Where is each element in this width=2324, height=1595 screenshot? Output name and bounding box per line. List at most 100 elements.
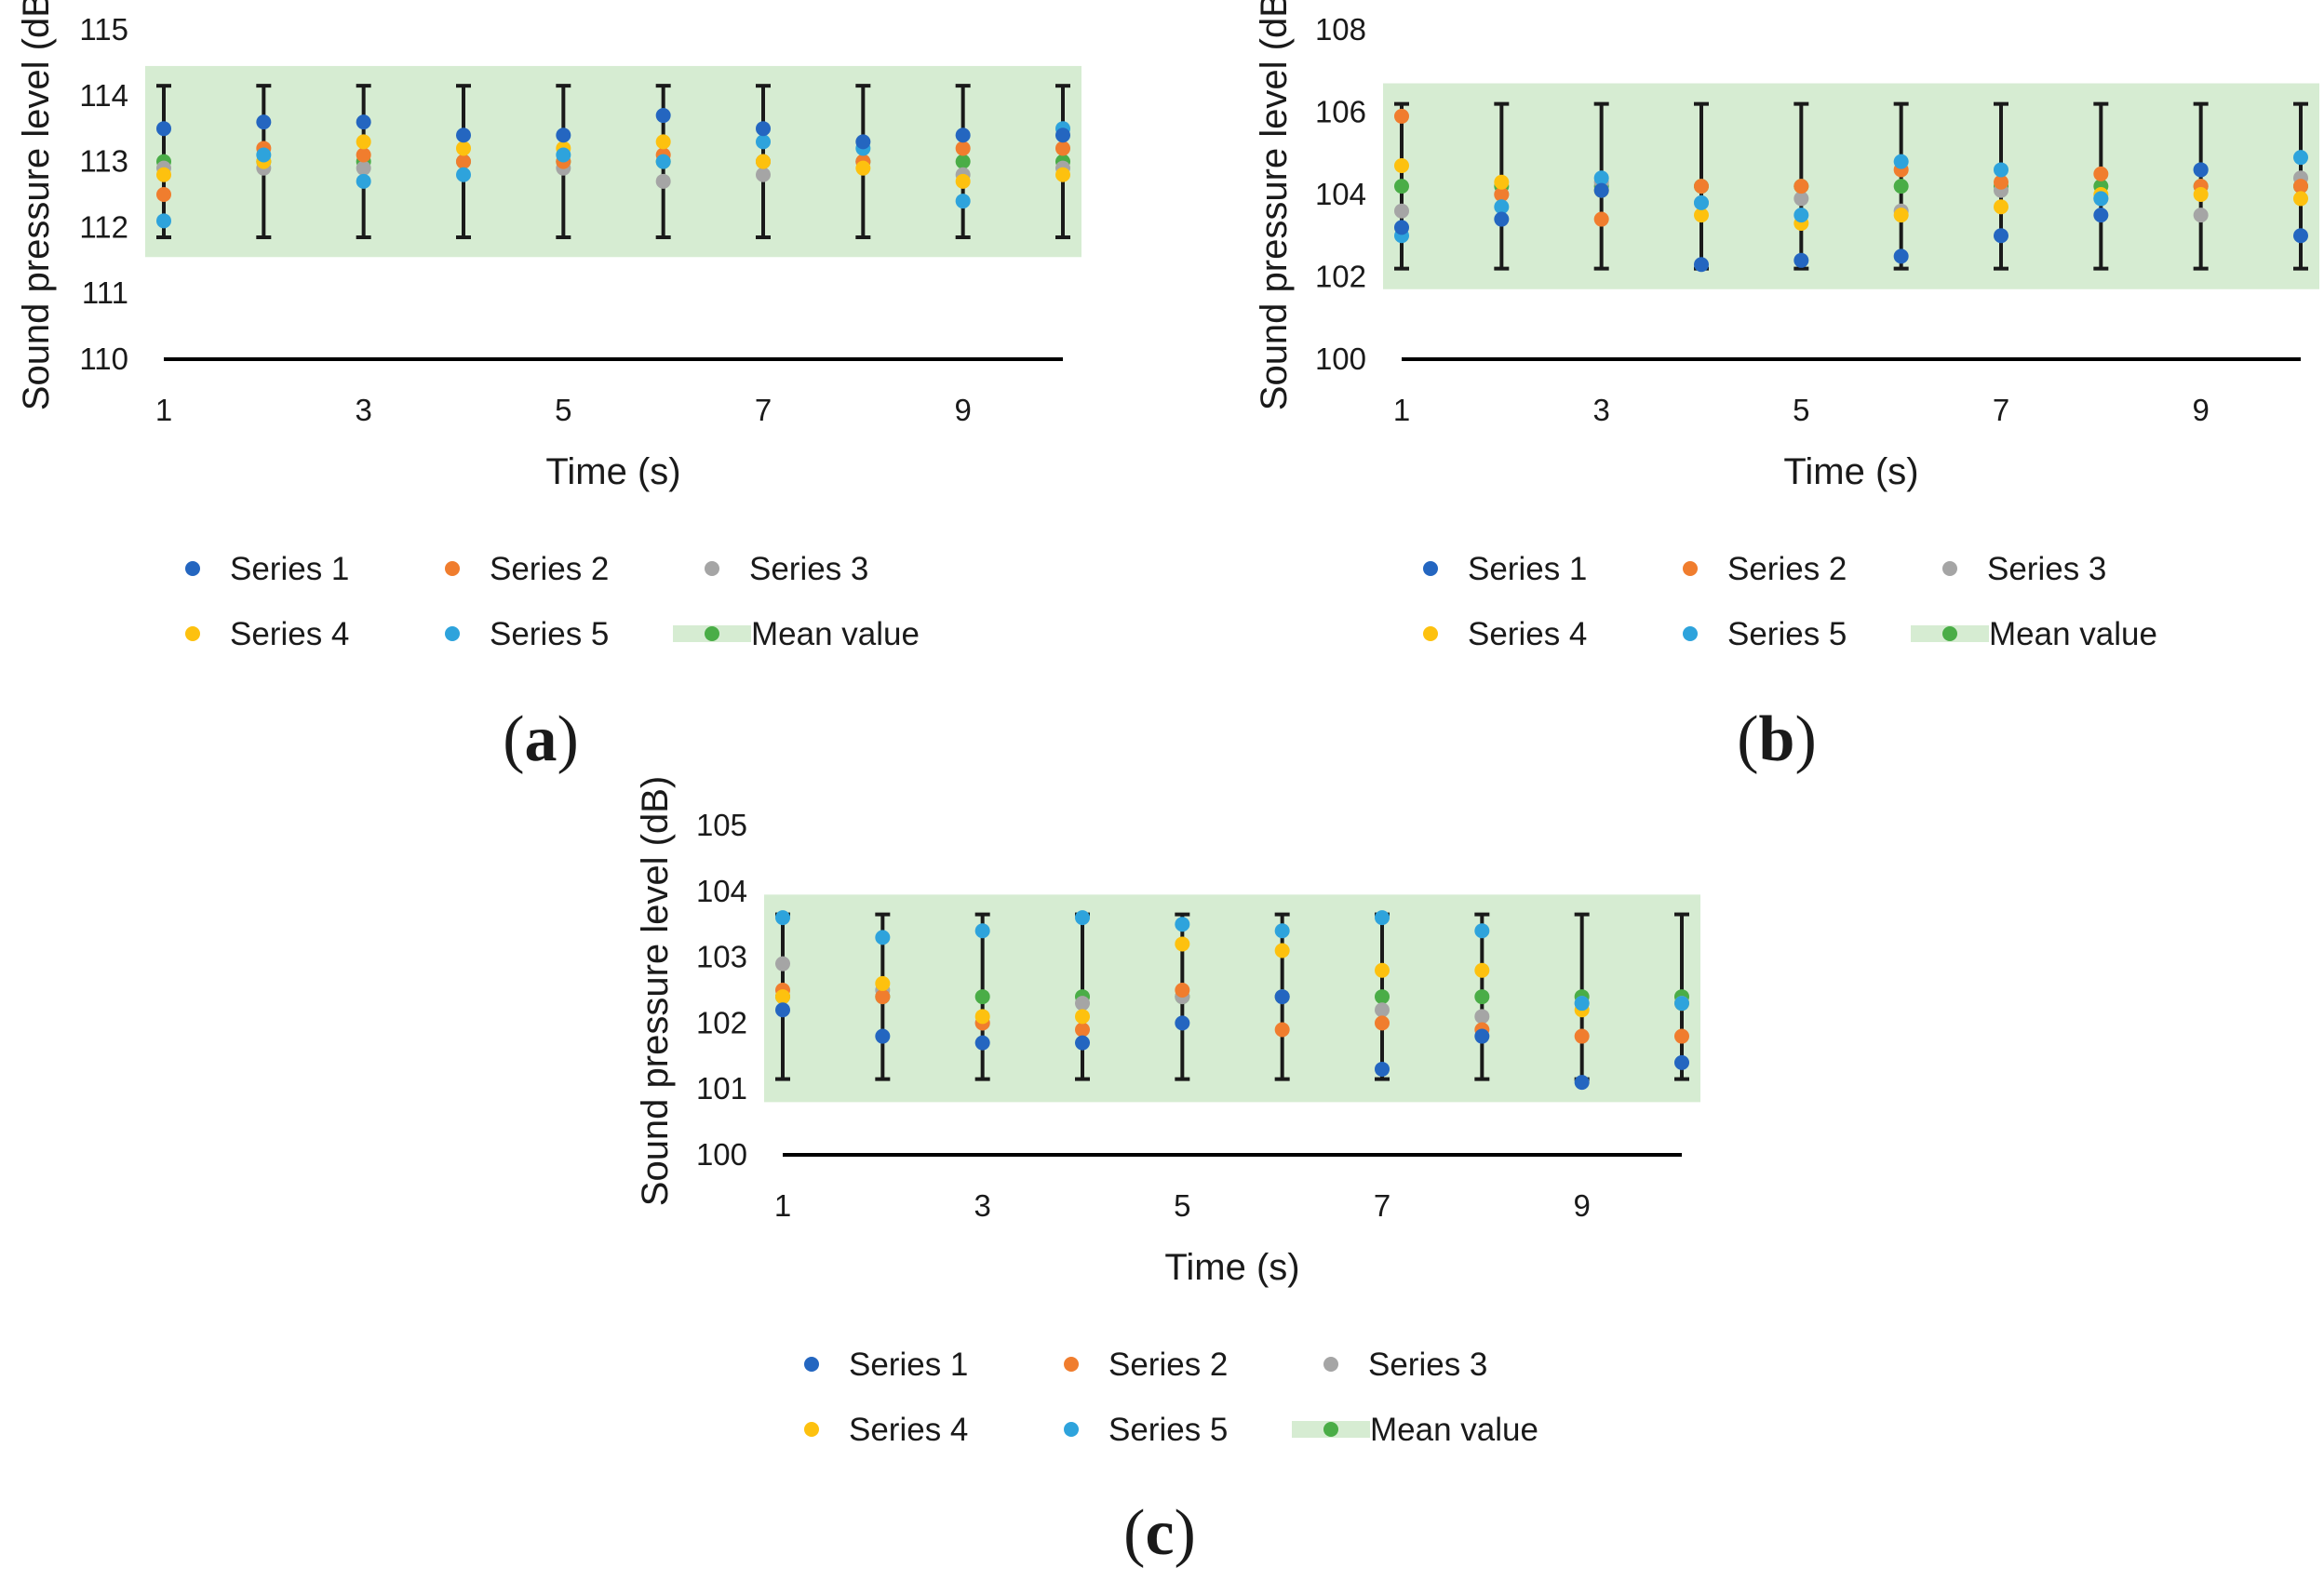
panel-letter: c (1145, 1497, 1174, 1569)
x-tick-label: 1 (155, 393, 172, 427)
point-mean-value (1394, 179, 1409, 194)
point-series-1 (1574, 1075, 1590, 1091)
point-series-5 (655, 154, 671, 169)
point-series-2 (456, 154, 471, 169)
point-series-4 (456, 141, 471, 156)
x-tick-label: 3 (1592, 393, 1609, 427)
legend-label-series-3: Series 3 (1368, 1347, 1487, 1383)
point-series-2 (1574, 1028, 1590, 1044)
point-series-5 (1375, 910, 1390, 926)
point-series-3 (1474, 1009, 1490, 1025)
point-series-2 (156, 187, 171, 202)
x-axis-title: Time (s) (1783, 451, 1918, 492)
y-axis-title: Sound pressure level (dB) (16, 0, 57, 410)
panel-letter: a (525, 704, 557, 775)
point-series-4 (1494, 174, 1510, 190)
panel-a: 110 111 112 113 114 115 1 3 5 7 9 Time (s) Sound … (16, 0, 1081, 775)
point-series-4 (756, 154, 771, 169)
x-tick-label: 3 (974, 1188, 990, 1223)
legend-marker-series-2 (1683, 561, 1698, 576)
legend-label-series-4: Series 4 (230, 616, 349, 652)
point-series-3 (1075, 996, 1090, 1012)
point-series-5 (775, 910, 790, 926)
legend-marker-series-2 (445, 561, 460, 576)
point-series-4 (1694, 208, 1709, 223)
point-series-1 (1394, 220, 1409, 235)
y-tick-label: 104 (1315, 177, 1366, 211)
point-series-5 (1694, 194, 1709, 210)
point-series-5 (1474, 923, 1490, 939)
legend-marker-series-4 (185, 626, 200, 641)
legend-marker-series-1 (804, 1357, 819, 1372)
panel-caption: (c) (1123, 1497, 1196, 1569)
y-tick-label: 112 (79, 209, 128, 244)
point-series-4 (855, 160, 871, 176)
point-mean-value (1474, 989, 1490, 1005)
point-series-5 (1893, 154, 1909, 169)
point-series-2 (1674, 1028, 1689, 1044)
point-series-1 (875, 1028, 891, 1044)
y-axis-title: Sound pressure level (dB) (635, 776, 676, 1206)
point-series-5 (2093, 191, 2109, 207)
point-series-1 (156, 121, 171, 137)
point-series-1 (1274, 989, 1290, 1005)
legend-label-series-1: Series 1 (1468, 551, 1587, 587)
point-series-1 (2293, 228, 2308, 244)
point-series-2 (1593, 211, 1609, 227)
x-tick-label: 1 (774, 1188, 791, 1223)
point-series-2 (2093, 166, 2109, 181)
point-series-4 (775, 989, 790, 1005)
point-series-2 (1694, 179, 1709, 194)
y-tick-label: 104 (696, 874, 747, 908)
point-series-1 (974, 1035, 990, 1051)
point-series-5 (1574, 996, 1590, 1012)
point-series-5 (356, 173, 371, 189)
x-tick-label: 7 (1374, 1188, 1390, 1223)
point-series-3 (356, 160, 371, 176)
point-series-1 (855, 134, 871, 150)
range-band (1383, 83, 2319, 289)
range-band (764, 894, 1700, 1103)
legend-label-series-2: Series 2 (1727, 551, 1847, 587)
legend-marker-series-4 (804, 1422, 819, 1437)
point-series-4 (1474, 962, 1490, 978)
x-tick-label: 9 (954, 393, 971, 427)
point-series-1 (1375, 1061, 1390, 1077)
point-series-1 (2193, 162, 2209, 178)
point-series-5 (974, 923, 990, 939)
point-series-5 (1075, 910, 1090, 926)
point-series-2 (1175, 983, 1190, 998)
point-series-5 (456, 167, 471, 182)
legend-marker-series-3 (705, 561, 719, 576)
legend-label-series-5: Series 5 (1727, 616, 1847, 652)
point-series-2 (2293, 179, 2308, 194)
point-series-5 (1175, 917, 1190, 932)
point-series-5 (2293, 150, 2308, 166)
legend-marker-mean (705, 626, 719, 641)
range-band (145, 65, 1081, 258)
legend-label-series-4: Series 4 (1468, 616, 1587, 652)
legend-label-series-5: Series 5 (1108, 1412, 1228, 1448)
panel-c: 100 101 102 103 104 105 1 3 5 7 9 Time (s) Sound … (635, 776, 1700, 1569)
point-series-5 (756, 134, 771, 150)
x-tick-label: 9 (1573, 1188, 1590, 1223)
x-tick-label: 7 (1993, 393, 2009, 427)
y-axis-title: Sound pressure level (dB) (1254, 0, 1295, 410)
legend-marker-mean (1942, 626, 1957, 641)
x-tick-label: 9 (2192, 393, 2209, 427)
x-tick-label: 7 (755, 393, 772, 427)
y-tick-label: 110 (79, 342, 128, 376)
point-series-1 (2093, 208, 2109, 223)
x-tick-label: 1 (1393, 393, 1410, 427)
point-series-4 (156, 167, 171, 182)
point-series-5 (1674, 996, 1689, 1012)
panel-letter: b (1759, 704, 1795, 775)
point-series-5 (1793, 208, 1809, 223)
point-series-4 (1994, 199, 2008, 215)
point-series-5 (556, 147, 571, 163)
y-tick-label: 115 (79, 12, 128, 47)
y-tick-label: 108 (1315, 12, 1366, 47)
point-series-1 (955, 127, 971, 143)
point-series-1 (256, 114, 272, 130)
point-series-4 (655, 134, 671, 150)
